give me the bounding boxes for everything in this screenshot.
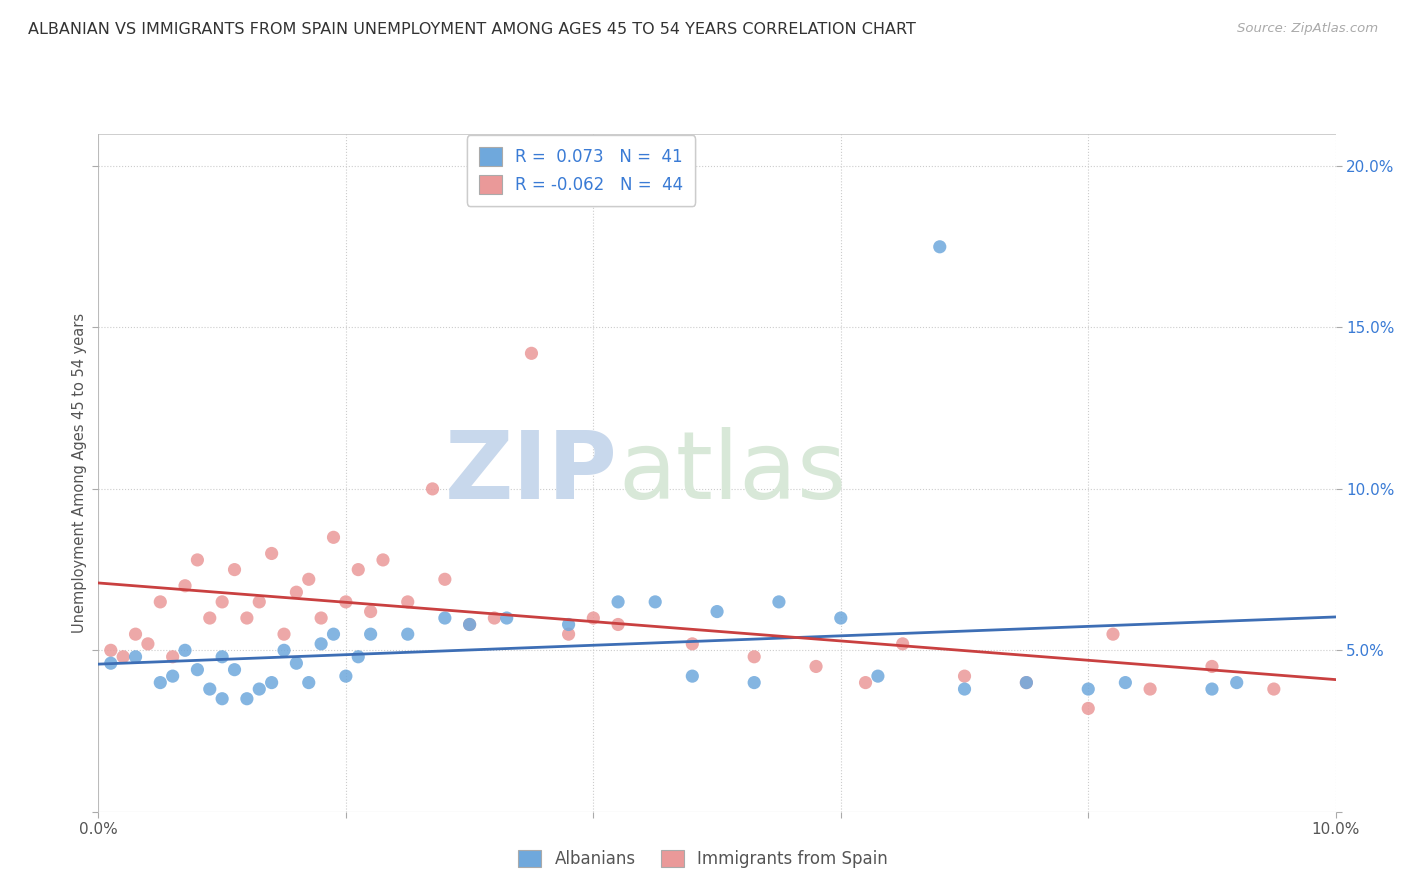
Point (335, 595, 357, 609)
Point (260, 675, 283, 690)
Point (162, 669, 184, 683)
Point (309, 637, 332, 651)
Point (322, 530, 344, 544)
Point (433, 611, 456, 625)
Legend: R =  0.073   N =  41, R = -0.062   N =  44: R = 0.073 N = 41, R = -0.062 N = 44 (467, 136, 695, 205)
Point (198, 611, 221, 625)
Point (557, 617, 579, 632)
Point (298, 572, 321, 586)
Point (484, 611, 506, 625)
Text: ZIP: ZIP (446, 426, 619, 519)
Point (224, 663, 246, 677)
Point (371, 553, 394, 567)
Point (186, 553, 208, 567)
Point (124, 627, 146, 641)
Point (742, 675, 765, 690)
Point (211, 691, 233, 706)
Point (928, 240, 950, 254)
Point (236, 611, 259, 625)
Point (260, 546, 283, 560)
Point (1201, 681, 1223, 696)
Point (1015, 675, 1038, 690)
Point (582, 611, 605, 625)
Point (458, 617, 481, 632)
Point (953, 669, 976, 683)
Point (804, 659, 827, 673)
Point (174, 579, 197, 593)
Point (285, 585, 308, 599)
Point (174, 643, 197, 657)
Point (360, 627, 382, 641)
Point (1114, 675, 1136, 690)
Point (422, 482, 444, 496)
Point (360, 605, 382, 619)
Point (198, 681, 221, 696)
Point (211, 649, 233, 664)
Point (706, 605, 728, 619)
Point (1077, 681, 1099, 696)
Point (681, 637, 703, 651)
Point (953, 681, 976, 696)
Point (112, 649, 135, 664)
Point (891, 637, 914, 651)
Point (322, 627, 344, 641)
Point (186, 663, 208, 677)
Point (557, 627, 579, 641)
Point (768, 595, 790, 609)
Point (224, 563, 246, 577)
Point (149, 675, 172, 690)
Point (298, 675, 321, 690)
Point (100, 657, 122, 671)
Point (149, 595, 172, 609)
Text: ALBANIAN VS IMMIGRANTS FROM SPAIN UNEMPLOYMENT AMONG AGES 45 TO 54 YEARS CORRELA: ALBANIAN VS IMMIGRANTS FROM SPAIN UNEMPL… (28, 22, 915, 37)
Point (273, 643, 295, 657)
Point (520, 346, 543, 360)
Point (1102, 627, 1125, 641)
Point (1015, 675, 1038, 690)
Point (347, 649, 370, 664)
Point (273, 627, 295, 641)
Point (285, 657, 308, 671)
Point (347, 563, 370, 577)
Point (309, 611, 332, 625)
Point (1201, 659, 1223, 673)
Point (607, 595, 630, 609)
Point (247, 595, 270, 609)
Point (1226, 675, 1249, 690)
Point (1263, 681, 1285, 696)
Point (136, 637, 159, 651)
Text: Source: ZipAtlas.com: Source: ZipAtlas.com (1237, 22, 1378, 36)
Point (211, 595, 233, 609)
Point (396, 595, 419, 609)
Point (830, 611, 852, 625)
Point (866, 669, 889, 683)
Point (100, 643, 122, 657)
Text: atlas: atlas (619, 426, 846, 519)
Point (396, 627, 419, 641)
Point (1077, 701, 1099, 715)
Point (236, 691, 259, 706)
Point (681, 669, 703, 683)
Point (855, 675, 877, 690)
Point (458, 617, 481, 632)
Y-axis label: Unemployment Among Ages 45 to 54 years: Unemployment Among Ages 45 to 54 years (72, 313, 87, 632)
Point (247, 681, 270, 696)
Point (644, 595, 666, 609)
Point (433, 572, 456, 586)
Point (124, 649, 146, 664)
Point (495, 611, 517, 625)
Point (742, 649, 765, 664)
Point (162, 649, 184, 664)
Legend: Albanians, Immigrants from Spain: Albanians, Immigrants from Spain (512, 843, 894, 875)
Point (335, 669, 357, 683)
Point (607, 617, 630, 632)
Point (1139, 681, 1161, 696)
